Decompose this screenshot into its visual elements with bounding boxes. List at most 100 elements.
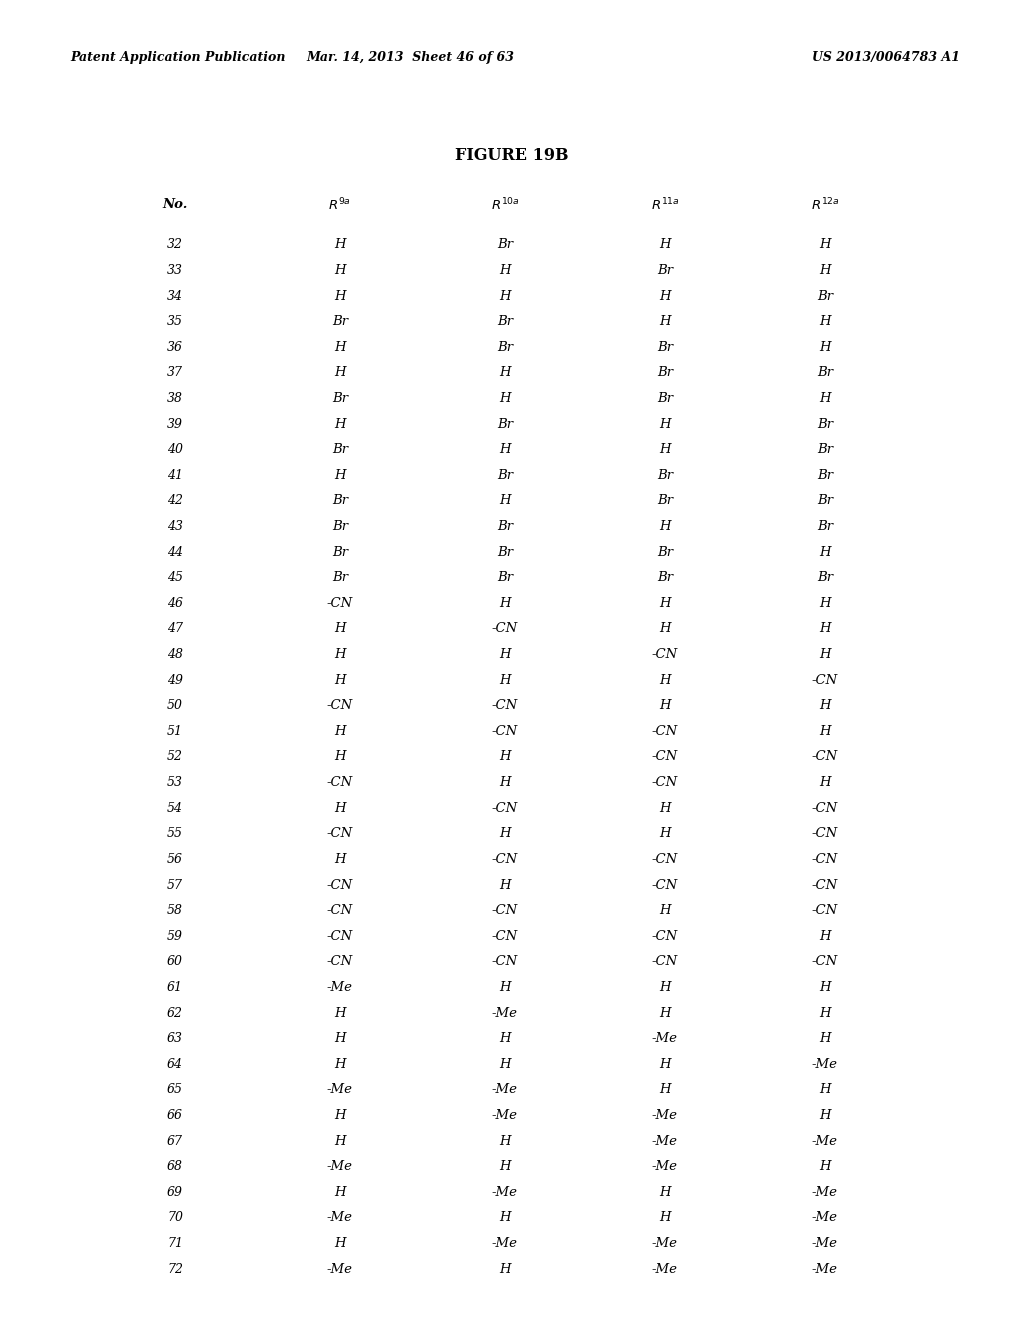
Text: H: H [334,341,346,354]
Text: H: H [819,725,830,738]
Text: H: H [659,1084,671,1097]
Text: 45: 45 [167,572,183,585]
Text: H: H [659,520,671,533]
Text: -CN: -CN [327,929,353,942]
Text: -CN: -CN [652,776,678,789]
Text: 37: 37 [167,367,183,379]
Text: H: H [334,264,346,277]
Text: -CN: -CN [652,853,678,866]
Text: 56: 56 [167,853,183,866]
Text: 51: 51 [167,725,183,738]
Text: H: H [334,623,346,635]
Text: H: H [819,776,830,789]
Text: -CN: -CN [652,725,678,738]
Text: H: H [819,315,830,329]
Text: -Me: -Me [812,1057,838,1071]
Text: -Me: -Me [652,1109,678,1122]
Text: Br: Br [817,572,834,585]
Text: 38: 38 [167,392,183,405]
Text: 59: 59 [167,929,183,942]
Text: Br: Br [332,444,348,457]
Text: H: H [334,1109,346,1122]
Text: H: H [819,648,830,661]
Text: Br: Br [497,520,513,533]
Text: H: H [500,776,511,789]
Text: 65: 65 [167,1084,183,1097]
Text: H: H [819,341,830,354]
Text: Br: Br [332,315,348,329]
Text: H: H [334,751,346,763]
Text: 52: 52 [167,751,183,763]
Text: H: H [334,1237,346,1250]
Text: Br: Br [497,341,513,354]
Text: Br: Br [657,469,673,482]
Text: Br: Br [497,572,513,585]
Text: -Me: -Me [812,1185,838,1199]
Text: -CN: -CN [492,929,518,942]
Text: Br: Br [497,469,513,482]
Text: H: H [659,801,671,814]
Text: H: H [334,1007,346,1019]
Text: H: H [500,648,511,661]
Text: -Me: -Me [327,1263,353,1275]
Text: H: H [334,801,346,814]
Text: H: H [500,981,511,994]
Text: 40: 40 [167,444,183,457]
Text: -CN: -CN [492,725,518,738]
Text: Br: Br [657,392,673,405]
Text: 46: 46 [167,597,183,610]
Text: -Me: -Me [327,1084,353,1097]
Text: -CN: -CN [652,956,678,969]
Text: H: H [334,417,346,430]
Text: 70: 70 [167,1212,183,1225]
Text: Br: Br [332,520,348,533]
Text: H: H [334,1185,346,1199]
Text: -CN: -CN [652,929,678,942]
Text: 67: 67 [167,1135,183,1147]
Text: -Me: -Me [812,1212,838,1225]
Text: 64: 64 [167,1057,183,1071]
Text: H: H [334,239,346,251]
Text: H: H [500,879,511,891]
Text: $\mathit{R}^{\mathit{12a}}$: $\mathit{R}^{\mathit{12a}}$ [811,197,840,214]
Text: H: H [819,239,830,251]
Text: -Me: -Me [492,1185,518,1199]
Text: H: H [334,648,346,661]
Text: Br: Br [497,545,513,558]
Text: H: H [334,1032,346,1045]
Text: 54: 54 [167,801,183,814]
Text: H: H [500,264,511,277]
Text: H: H [659,444,671,457]
Text: H: H [334,1135,346,1147]
Text: -Me: -Me [327,981,353,994]
Text: 33: 33 [167,264,183,277]
Text: Mar. 14, 2013  Sheet 46 of 63: Mar. 14, 2013 Sheet 46 of 63 [306,50,514,63]
Text: FIGURE 19B: FIGURE 19B [456,147,568,164]
Text: Br: Br [657,264,673,277]
Text: -Me: -Me [327,1212,353,1225]
Text: H: H [500,444,511,457]
Text: 36: 36 [167,341,183,354]
Text: -CN: -CN [492,700,518,713]
Text: Br: Br [817,289,834,302]
Text: 68: 68 [167,1160,183,1173]
Text: -Me: -Me [652,1032,678,1045]
Text: -CN: -CN [492,801,518,814]
Text: Patent Application Publication: Patent Application Publication [70,50,286,63]
Text: 53: 53 [167,776,183,789]
Text: H: H [659,315,671,329]
Text: Br: Br [657,367,673,379]
Text: -CN: -CN [812,879,838,891]
Text: -CN: -CN [327,700,353,713]
Text: H: H [819,597,830,610]
Text: H: H [334,1057,346,1071]
Text: Br: Br [817,417,834,430]
Text: H: H [659,289,671,302]
Text: Br: Br [817,520,834,533]
Text: -Me: -Me [652,1237,678,1250]
Text: $\mathit{R}^{\mathit{10a}}$: $\mathit{R}^{\mathit{10a}}$ [490,197,519,214]
Text: -Me: -Me [492,1084,518,1097]
Text: -Me: -Me [812,1263,838,1275]
Text: H: H [500,1032,511,1045]
Text: 50: 50 [167,700,183,713]
